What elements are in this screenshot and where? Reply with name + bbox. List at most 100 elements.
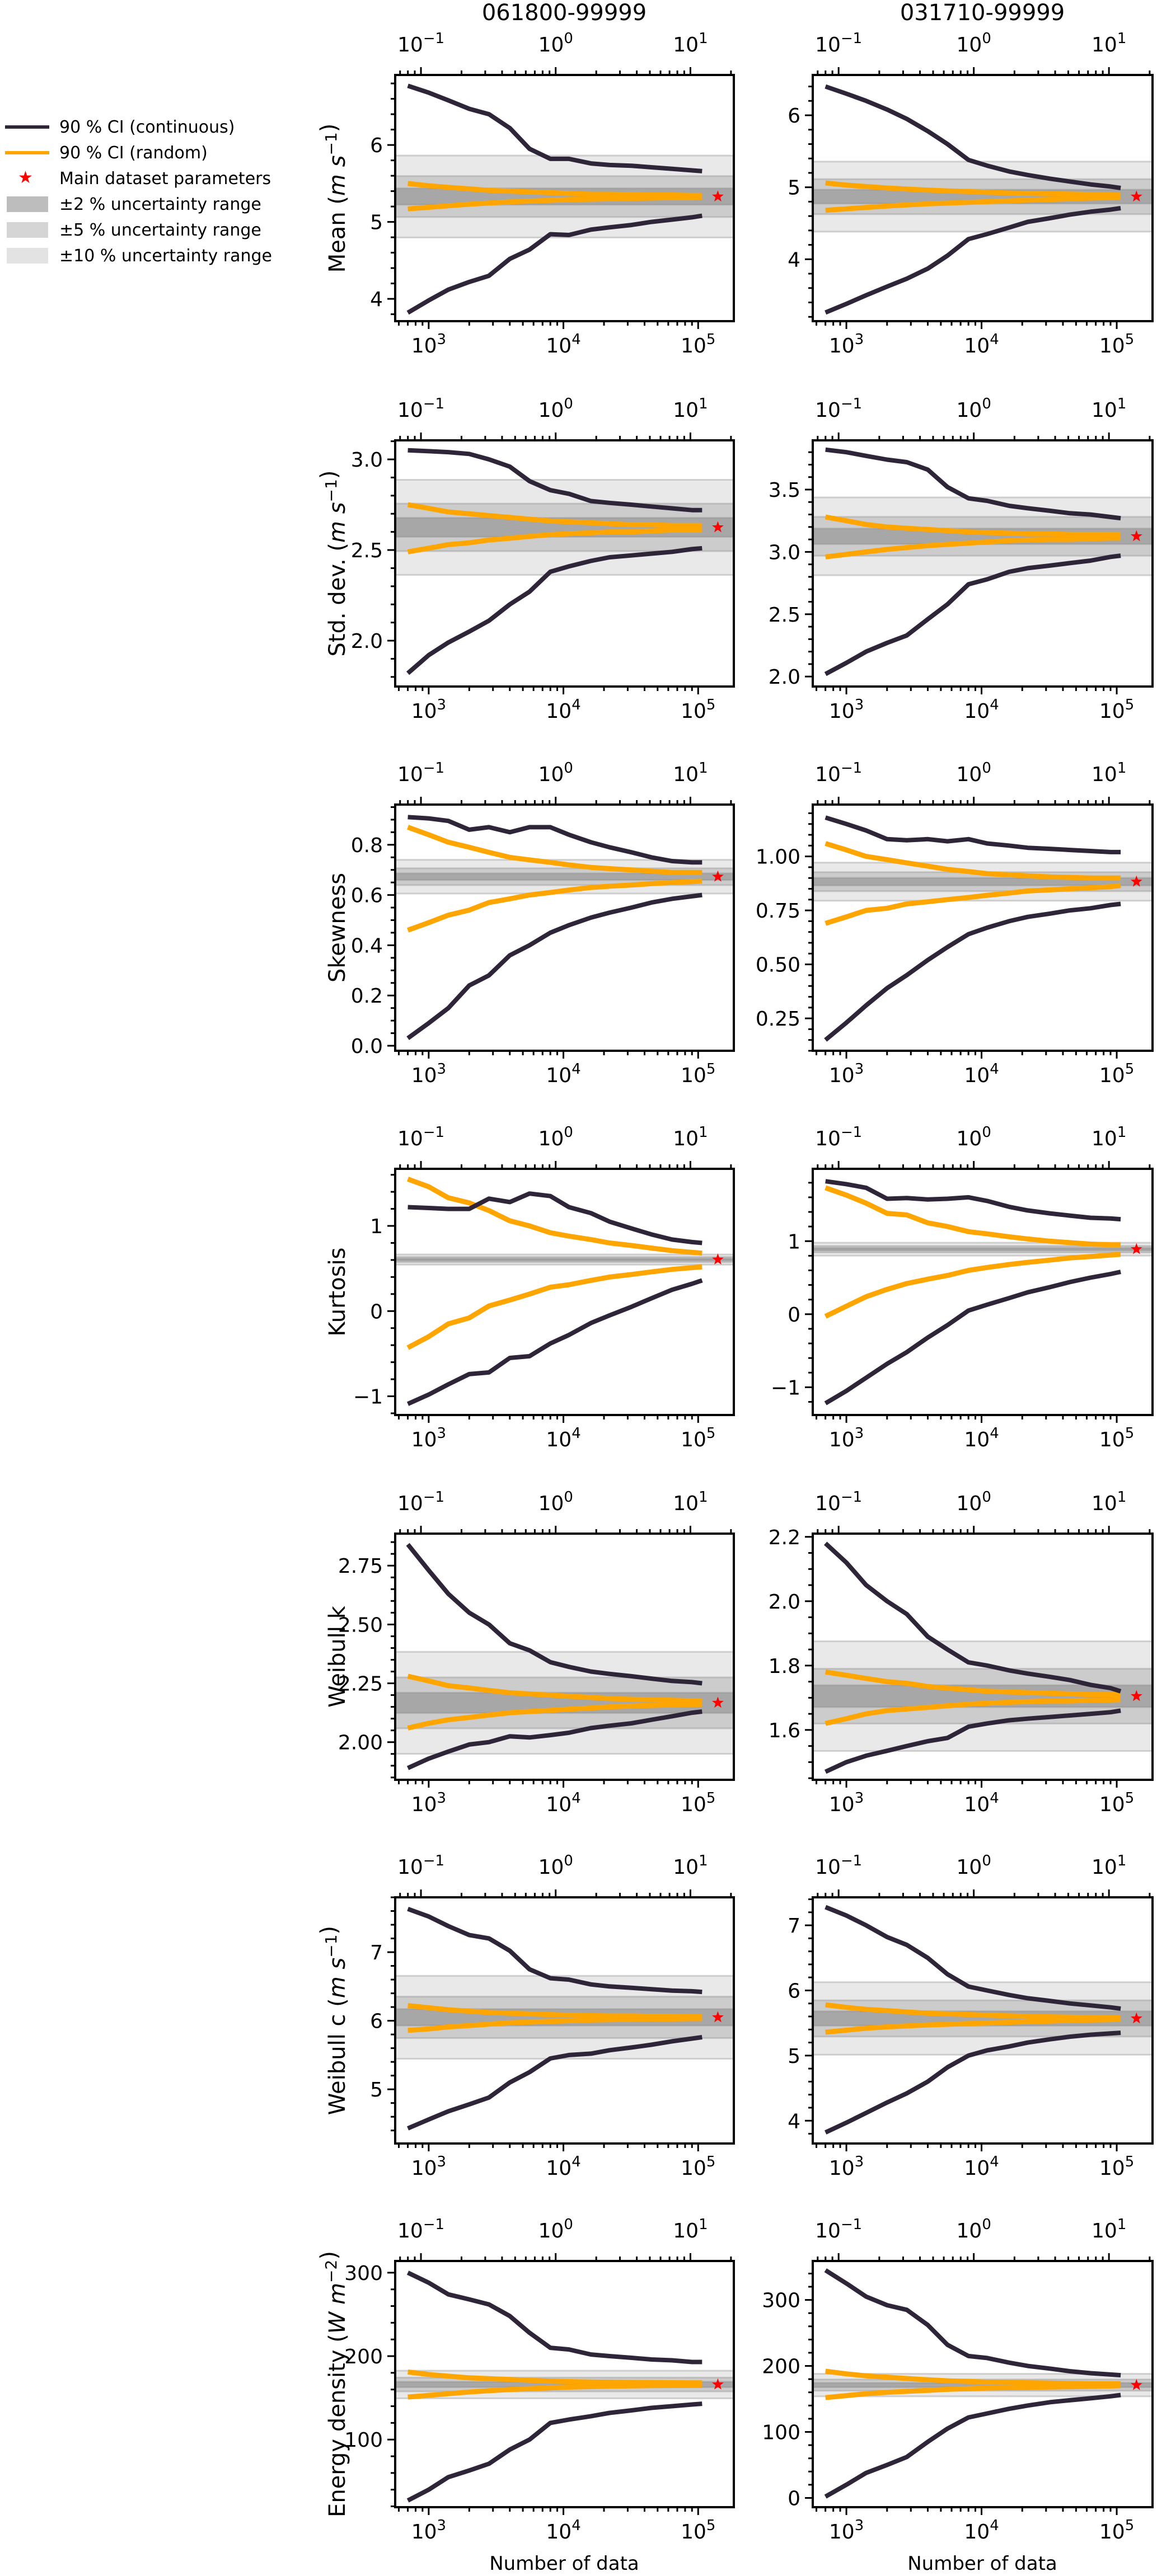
top-x-tick-label: 101 bbox=[1092, 396, 1126, 422]
panel-r2-c0: 0.0 0.2 0.4 0.6 0.8 103 104 105 10−1 100 101 Skewne… bbox=[325, 760, 735, 1087]
x-tick-label: 105 bbox=[681, 1790, 715, 1816]
random-ci-upper-line bbox=[407, 2369, 702, 2386]
y-tick-label: 300 bbox=[762, 2290, 800, 2312]
random-ci-lower-line bbox=[825, 535, 1121, 560]
x-tick-label: 104 bbox=[964, 1061, 999, 1087]
top-x-tick-label: 10−1 bbox=[815, 1489, 862, 1515]
y-tick-label: 6 bbox=[788, 105, 800, 128]
plot-area bbox=[395, 1907, 734, 2131]
random-ci-lower-line bbox=[825, 2383, 1121, 2400]
top-x-tick-label: 10−1 bbox=[397, 760, 444, 786]
legend-item-continuous: 90 % CI (continuous) bbox=[3, 114, 306, 140]
x-tick-label: 105 bbox=[1099, 2154, 1134, 2180]
random-ci-lower-line bbox=[825, 2016, 1121, 2035]
band-2-percent bbox=[395, 1257, 734, 1262]
axes-frame bbox=[394, 1168, 735, 1416]
legend-swatch-band-10 bbox=[3, 245, 49, 267]
continuous-ci-lower-line bbox=[824, 901, 1121, 1042]
panel-r0-c1: 4 5 6 103 104 105 10−1 100 101 bbox=[788, 30, 1154, 358]
main-dataset-star-marker bbox=[712, 190, 724, 202]
x-tick-label: 104 bbox=[546, 1061, 580, 1087]
continuous-ci-lower-line bbox=[824, 553, 1121, 676]
x-tick-label: 103 bbox=[411, 1061, 446, 1087]
legend-swatch-band-5 bbox=[3, 219, 49, 241]
top-x-tick-label: 10−1 bbox=[815, 2216, 862, 2243]
legend-label: 90 % CI (random) bbox=[59, 143, 208, 163]
main-dataset-star-marker bbox=[712, 1253, 724, 1265]
random-ci-upper-line bbox=[825, 180, 1121, 198]
column-title: 031710-99999 bbox=[900, 0, 1065, 26]
x-tick-label: 105 bbox=[681, 697, 715, 723]
y-tick-label: 6 bbox=[370, 134, 383, 157]
top-x-tick-label: 100 bbox=[538, 2216, 573, 2243]
legend-swatch-continuous-line bbox=[3, 116, 49, 138]
y-tick-label: 0 bbox=[370, 1300, 383, 1323]
y-tick-label: 0 bbox=[788, 1304, 800, 1327]
random-ci-upper-line bbox=[825, 1185, 1121, 1248]
top-x-tick-label: 10−1 bbox=[815, 760, 862, 786]
main-dataset-star-marker bbox=[1130, 2012, 1142, 2024]
x-tick-label: 103 bbox=[829, 2154, 864, 2180]
continuous-ci-upper-line bbox=[407, 448, 702, 513]
y-tick-label: 1 bbox=[370, 1215, 383, 1238]
x-tick-label: 105 bbox=[681, 1425, 715, 1451]
panel-r4-c1: 1.6 1.8 2.0 2.2 103 104 105 10−1 100 101 bbox=[769, 1489, 1154, 1816]
top-x-tick-label: 100 bbox=[957, 396, 991, 422]
y-axis-label: Kurtosis bbox=[325, 1248, 350, 1337]
top-x-tick-label: 100 bbox=[538, 30, 573, 57]
plot-area bbox=[813, 447, 1153, 676]
top-x-tick-label: 10−1 bbox=[397, 1124, 444, 1150]
random-ci-upper-line bbox=[825, 514, 1121, 537]
continuous-ci-upper-line bbox=[407, 1191, 702, 1245]
top-x-tick-label: 10−1 bbox=[397, 30, 444, 57]
axes-frame bbox=[812, 2260, 1154, 2508]
top-x-tick-label: 101 bbox=[673, 396, 708, 422]
random-ci-lower-line bbox=[407, 878, 702, 933]
x-tick-label: 105 bbox=[1099, 1790, 1134, 1816]
axes-frame bbox=[394, 2260, 735, 2508]
y-tick-label: 3.0 bbox=[351, 449, 383, 472]
panel-r0-c0: 4 5 6 103 104 105 10−1 100 101 Mean (m s−1) bbox=[316, 30, 735, 358]
plot-area bbox=[813, 1179, 1153, 1405]
main-dataset-star-marker bbox=[1130, 1690, 1142, 1701]
main-dataset-star-marker bbox=[712, 1696, 724, 1708]
y-tick-label: 2.50 bbox=[338, 1614, 383, 1637]
top-x-tick-label: 100 bbox=[538, 1853, 573, 1879]
axes-frame bbox=[394, 803, 735, 1052]
random-ci-lower-line bbox=[825, 195, 1121, 213]
y-tick-label: 300 bbox=[344, 2262, 383, 2285]
y-tick-label: 6 bbox=[788, 1980, 800, 2002]
y-tick-label: 2.0 bbox=[769, 666, 800, 689]
x-tick-label: 104 bbox=[964, 2154, 999, 2180]
y-tick-label: 200 bbox=[344, 2345, 383, 2368]
panel-r1-c1: 2.0 2.5 3.0 3.5 103 104 105 10−1 100 101 bbox=[769, 396, 1154, 723]
random-ci-lower-line bbox=[825, 883, 1121, 926]
continuous-ci-lower-line bbox=[824, 2392, 1121, 2499]
top-x-tick-label: 10−1 bbox=[397, 2216, 444, 2243]
x-tick-label: 105 bbox=[681, 2154, 715, 2180]
continuous-ci-lower-line bbox=[407, 2035, 702, 2131]
y-tick-label: 6 bbox=[370, 2010, 383, 2033]
legend: 90 % CI (continuous) 90 % CI (random) ★ … bbox=[3, 114, 306, 269]
x-tick-label: 104 bbox=[964, 1790, 999, 1816]
y-tick-label: 100 bbox=[344, 2429, 383, 2452]
random-ci-upper-line bbox=[407, 1177, 702, 1256]
x-tick-label: 103 bbox=[829, 331, 864, 358]
y-tick-label: 0.0 bbox=[351, 1035, 383, 1058]
top-x-tick-label: 101 bbox=[673, 2216, 708, 2243]
y-tick-label: 5 bbox=[788, 2045, 800, 2068]
y-tick-label: 0.75 bbox=[756, 900, 800, 923]
y-tick-label: 3.5 bbox=[769, 479, 800, 502]
y-tick-label: 4 bbox=[788, 248, 800, 271]
x-tick-label: 104 bbox=[546, 2517, 580, 2544]
top-x-tick-label: 101 bbox=[1092, 1124, 1126, 1150]
axes-frame bbox=[394, 74, 735, 322]
top-x-tick-label: 101 bbox=[673, 1489, 708, 1515]
x-tick-label: 103 bbox=[411, 2517, 446, 2544]
legend-item-band-2: ±2 % uncertainty range bbox=[3, 191, 306, 217]
main-dataset-star-marker bbox=[1130, 530, 1142, 542]
continuous-ci-lower-line bbox=[825, 2030, 1121, 2135]
main-dataset-star-marker bbox=[1130, 2378, 1142, 2390]
axes-frame bbox=[394, 1533, 735, 1781]
legend-label: Main dataset parameters bbox=[59, 168, 271, 189]
